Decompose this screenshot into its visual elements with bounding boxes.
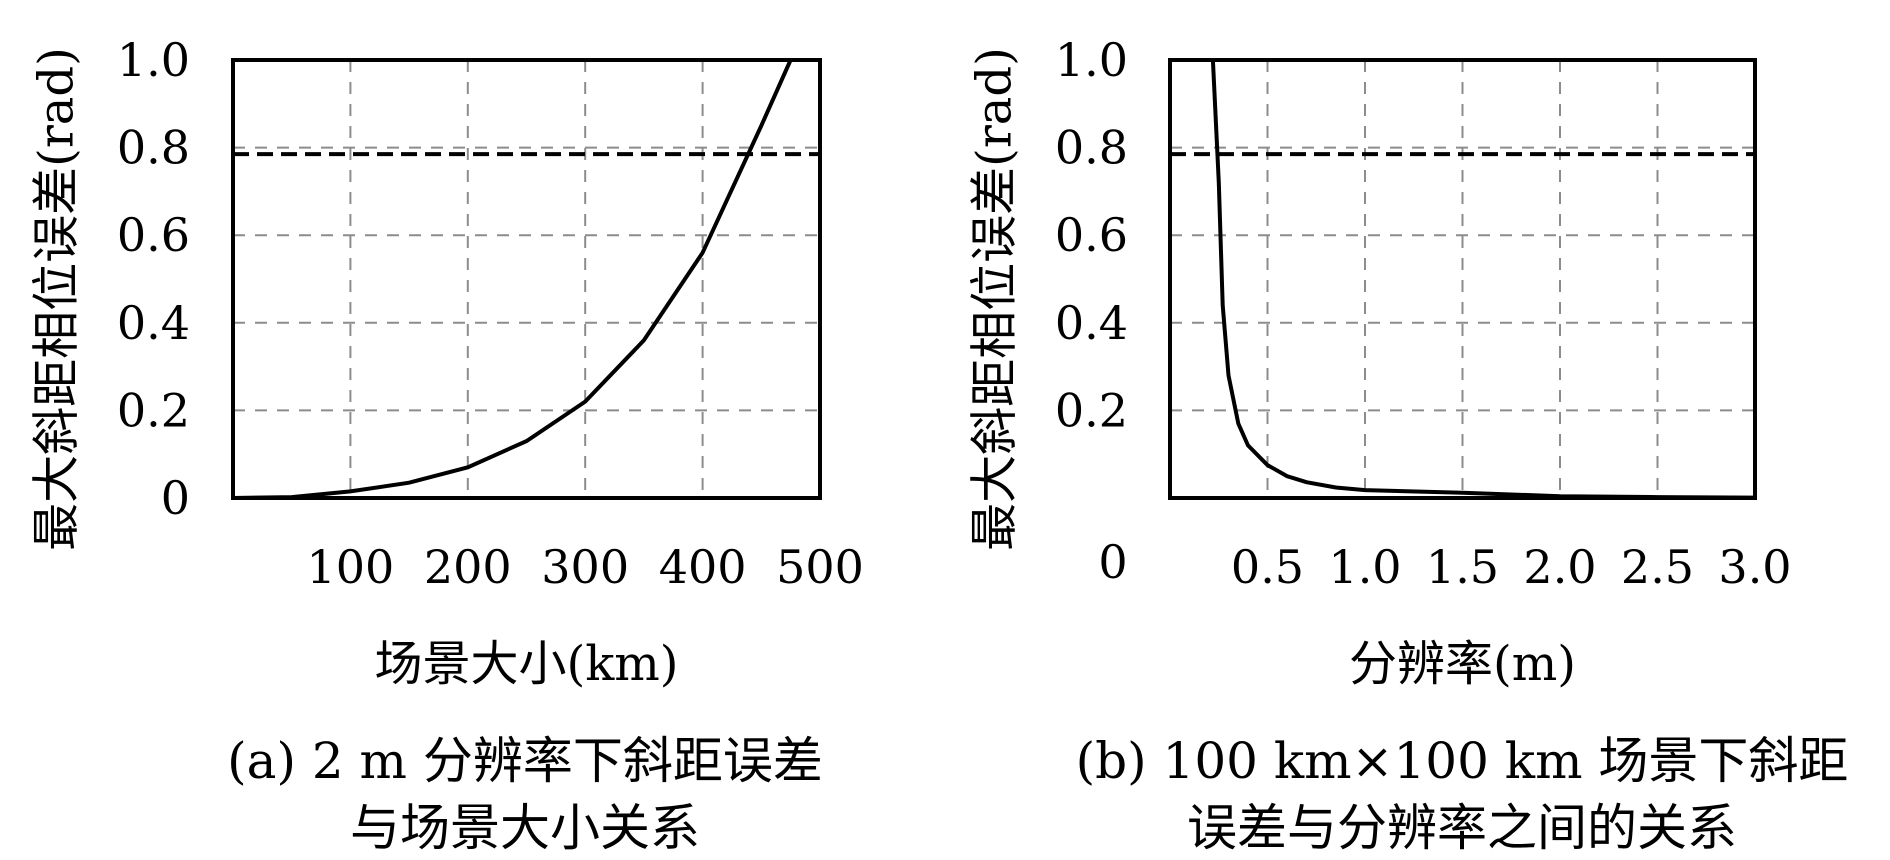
- chart-b-x-tick-label: 3.0: [1718, 540, 1791, 594]
- chart-a-x-axis-label: 场景大小(km): [374, 636, 678, 692]
- chart-a-x-tick-label: 200: [424, 540, 512, 594]
- chart-b-x-tick-label: 2.0: [1523, 540, 1596, 594]
- chart-a: 100 200 300 400 500 0 0.2 0.4 0.6 0.8 1.0 场景大小(km)…: [29, 33, 864, 857]
- chart-a-y-tick-label: 0.6: [117, 208, 190, 262]
- chart-b-caption-line-2: 误差与分辨率之间的关系: [1187, 799, 1737, 857]
- chart-b-y-tick-label: 0.2: [1055, 383, 1128, 437]
- chart-b-x-tick-label: 2.5: [1621, 540, 1694, 594]
- chart-a-x-tick-label: 400: [659, 540, 747, 594]
- chart-a-y-tick-label: 0: [161, 471, 190, 525]
- chart-b-plot-frame: [1168, 58, 1757, 500]
- chart-b-ticks: 0.5 1.0 1.5 2.0 2.5 3.0 0.2 0.4 0.6 0.8 1.0: [1055, 33, 1792, 594]
- chart-b-x-tick-label: 1.0: [1328, 540, 1401, 594]
- chart-b-x-tick-label: 1.5: [1426, 540, 1499, 594]
- chart-b-y-tick-label: 0.8: [1055, 121, 1128, 175]
- chart-a-curve: [232, 59, 793, 500]
- chart-a-caption-line-2: 与场景大小关系: [350, 799, 700, 857]
- chart-a-caption-line-1: (a) 2 m 分辨率下斜距误差: [227, 732, 823, 790]
- chart-a-y-tick-label: 1.0: [117, 33, 190, 87]
- chart-b-x-axis-label: 分辨率(m): [1349, 636, 1576, 692]
- chart-a-ticks: 100 200 300 400 500 0 0.2 0.4 0.6 0.8 1.0: [117, 33, 864, 594]
- chart-a-x-tick-label: 300: [541, 540, 629, 594]
- chart-b-grid: [1170, 60, 1755, 498]
- chart-b-y-tick-label: 0.4: [1055, 296, 1128, 350]
- chart-b-origin-label: 0: [1098, 535, 1127, 589]
- chart-b: 0.5 1.0 1.5 2.0 2.5 3.0 0.2 0.4 0.6 0.8 1.0 0 分辨率(…: [967, 33, 1849, 857]
- chart-b-caption-line-1: (b) 100 km×100 km 场景下斜距: [1076, 732, 1849, 790]
- chart-a-x-tick-label: 100: [306, 540, 394, 594]
- chart-a-y-tick-label: 0.2: [117, 383, 190, 437]
- chart-a-y-tick-label: 0.8: [117, 121, 190, 175]
- chart-a-x-tick-label: 500: [776, 540, 864, 594]
- chart-a-grid: [233, 60, 820, 498]
- chart-b-y-axis-label: 最大斜距相位误差(rad): [967, 47, 1023, 551]
- chart-b-x-tick-label: 0.5: [1231, 540, 1304, 594]
- chart-a-plot-frame: [231, 58, 822, 500]
- chart-b-y-tick-label: 1.0: [1055, 33, 1128, 87]
- chart-a-y-axis-label: 最大斜距相位误差(rad): [29, 47, 85, 551]
- chart-b-y-tick-label: 0.6: [1055, 208, 1128, 262]
- chart-b-curve: [1210, 59, 1756, 500]
- chart-a-y-tick-label: 0.4: [117, 296, 190, 350]
